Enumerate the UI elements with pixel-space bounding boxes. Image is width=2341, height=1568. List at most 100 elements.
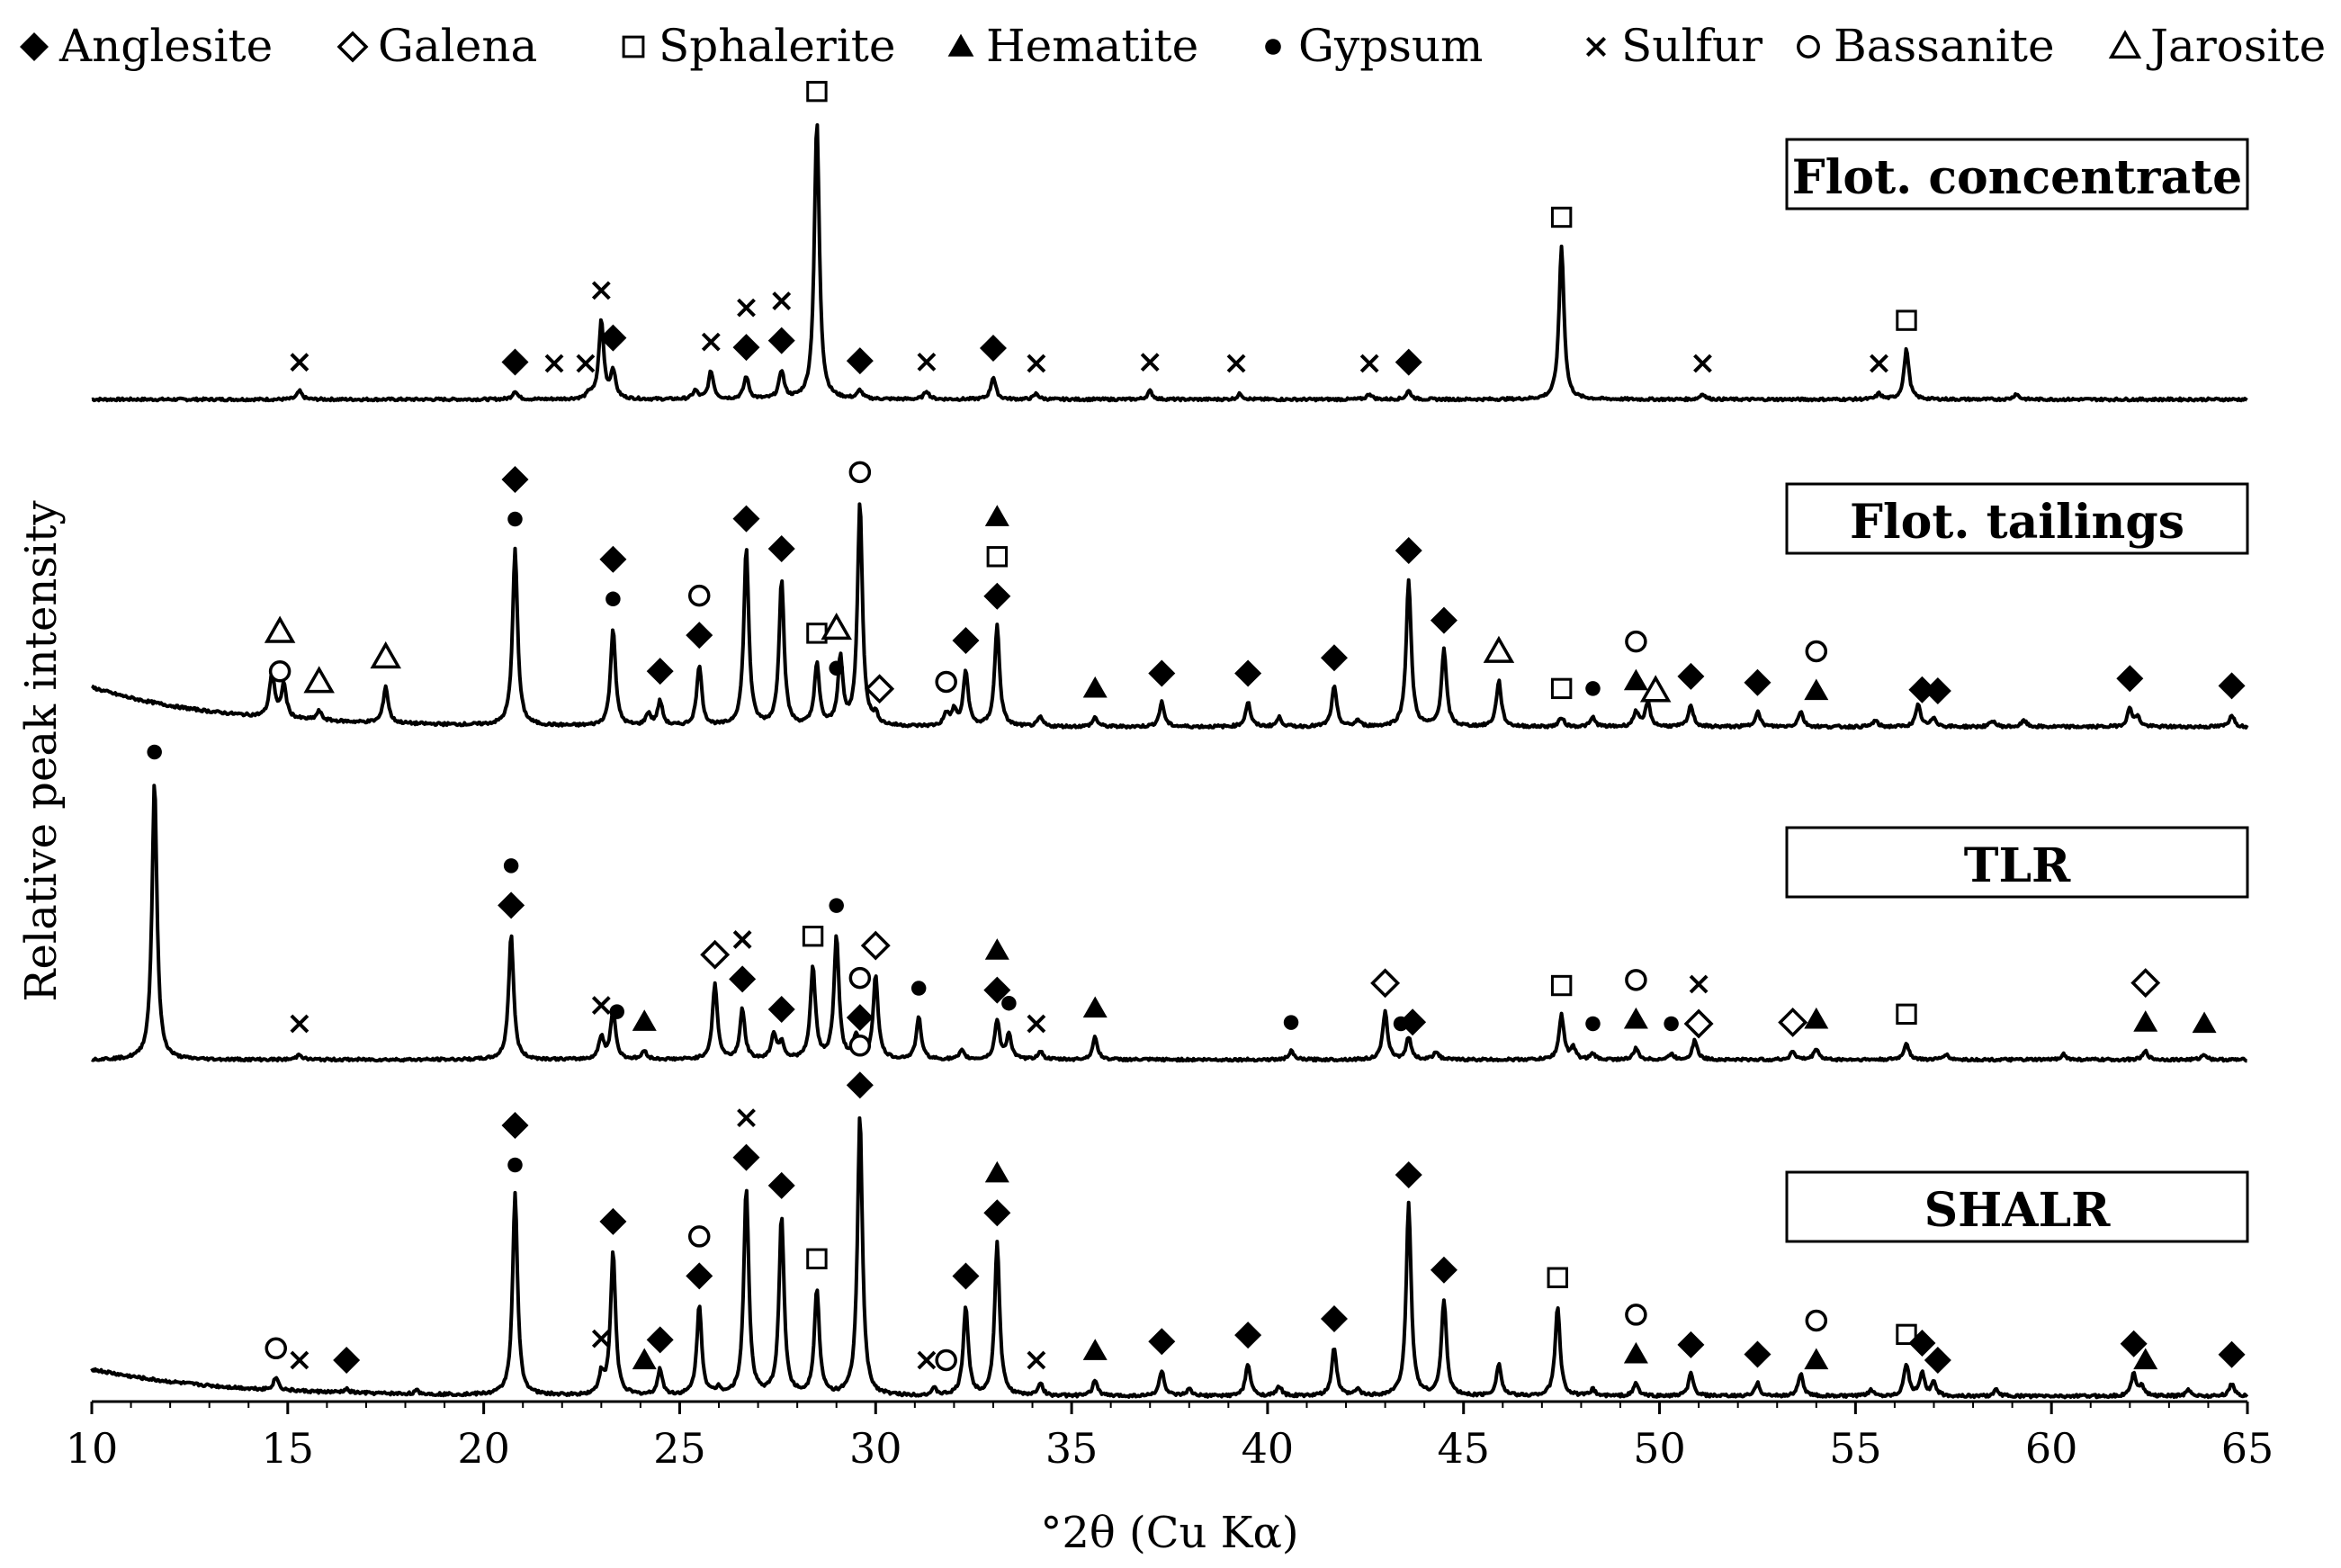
- marker-filled-triangle: [1804, 1348, 1829, 1370]
- marker-filled-circle: [507, 511, 523, 527]
- filled-diamond-icon: [1430, 606, 1458, 634]
- marker-open-circle: [1625, 630, 1647, 653]
- marker-filled-diamond: [1395, 1161, 1422, 1189]
- marker-open-circle: [268, 660, 292, 683]
- open-diamond-icon: [865, 674, 895, 704]
- marker-filled-diamond: [2218, 672, 2246, 700]
- filled-diamond-icon: [599, 545, 627, 573]
- filled-diamond-icon: [952, 627, 980, 655]
- marker-filled-circle: [829, 660, 844, 676]
- marker-open-diamond: [865, 674, 895, 704]
- filled-triangle-icon: [632, 1009, 657, 1031]
- marker-filled-circle: [1585, 681, 1601, 696]
- filled-circle-icon: [829, 660, 844, 676]
- marker-open-circle: [1625, 1304, 1647, 1326]
- series-label: SHALR: [1924, 1183, 2112, 1238]
- marker-open-circle: [1625, 969, 1647, 991]
- filled-diamond-icon: [1908, 676, 1936, 703]
- open-circle-icon: [1805, 1309, 1828, 1332]
- marker-filled-diamond: [498, 892, 525, 919]
- filled-diamond-icon: [1148, 659, 1176, 687]
- x-tick-label: 55: [1829, 1424, 1882, 1473]
- marker-filled-triangle: [632, 1348, 657, 1370]
- filled-diamond-icon: [1234, 1322, 1262, 1349]
- open-square-icon: [986, 546, 1009, 568]
- marker-cross: [591, 996, 611, 1015]
- cross-icon: [290, 1014, 309, 1034]
- filled-circle-icon: [1283, 1015, 1299, 1030]
- marker-filled-diamond: [2120, 1330, 2148, 1357]
- filled-diamond-icon: [1924, 1347, 1951, 1374]
- marker-filled-triangle: [1804, 678, 1829, 701]
- marker-filled-diamond: [1234, 659, 1262, 687]
- marker-open-diamond: [2130, 968, 2161, 999]
- trace-tlr: [91, 784, 2248, 1063]
- phase-markers: [147, 80, 2246, 1374]
- open-square-icon: [1550, 677, 1573, 700]
- marker-cross: [290, 1350, 309, 1370]
- filled-diamond-icon: [1234, 659, 1262, 687]
- cross-icon: [1689, 974, 1709, 994]
- marker-filled-diamond: [732, 334, 760, 362]
- filled-triangle-icon: [1082, 996, 1108, 1018]
- open-circle-icon: [687, 1225, 711, 1248]
- series-labels: Flot. concentrate Flot. tailings TLR SHALR: [1785, 138, 2249, 1243]
- filled-diamond-icon: [1744, 668, 1771, 696]
- marker-filled-diamond: [1924, 1347, 1951, 1374]
- marker-filled-diamond: [599, 1207, 627, 1235]
- marker-filled-diamond: [1924, 677, 1951, 704]
- cross-icon: [591, 996, 611, 1015]
- filled-diamond-icon: [599, 324, 627, 352]
- open-square-icon: [1896, 309, 1917, 331]
- filled-diamond-icon: [2120, 1330, 2148, 1357]
- marker-open-triangle: [821, 612, 852, 641]
- marker-cross: [732, 930, 752, 949]
- marker-filled-triangle: [984, 505, 1009, 526]
- marker-open-circle: [848, 966, 872, 990]
- marker-filled-diamond: [501, 348, 529, 376]
- marker-open-square: [1550, 206, 1573, 228]
- marker-filled-diamond: [1395, 348, 1422, 376]
- open-diamond-icon: [336, 31, 369, 63]
- cross-icon: [917, 352, 937, 372]
- marker-filled-diamond: [732, 1143, 760, 1171]
- filled-diamond-icon: [20, 32, 49, 61]
- legend-label: Galena: [378, 20, 537, 72]
- open-square-icon: [806, 1248, 828, 1269]
- marker-filled-triangle: [984, 1160, 1009, 1183]
- marker-filled-circle: [605, 591, 621, 607]
- legend-item-anglesite: Anglesite: [20, 20, 273, 72]
- marker-open-triangle: [303, 666, 335, 694]
- trace-shalr: [90, 1116, 2249, 1400]
- cross-icon: [290, 353, 309, 372]
- marker-filled-triangle: [1623, 1007, 1648, 1029]
- marker-open-circle: [265, 1337, 287, 1360]
- legend-label: Sphalerite: [659, 20, 895, 72]
- marker-filled-diamond: [767, 995, 795, 1023]
- markers-shalr: [265, 1035, 2246, 1374]
- marker-open-square: [806, 1248, 828, 1269]
- open-circle-icon: [935, 670, 957, 694]
- series-label: Flot. tailings: [1850, 495, 2184, 550]
- open-square-icon: [1547, 1267, 1568, 1288]
- filled-diamond-icon: [1399, 1008, 1427, 1036]
- filled-diamond-icon: [983, 976, 1011, 1004]
- filled-circle-icon: [1001, 995, 1017, 1011]
- x-axis-label: °2θ (Cu Kα): [1040, 1508, 1298, 1558]
- filled-diamond-icon: [686, 622, 713, 650]
- marker-filled-circle: [910, 981, 927, 996]
- cross-icon: [1693, 354, 1712, 373]
- marker-open-diamond: [860, 930, 891, 961]
- open-triangle-icon: [821, 612, 852, 641]
- filled-diamond-icon: [846, 1004, 874, 1032]
- marker-open-diamond: [1778, 1007, 1808, 1037]
- filled-diamond-icon: [2116, 665, 2144, 693]
- marker-open-triangle: [264, 615, 296, 643]
- filled-circle-icon: [1265, 39, 1281, 55]
- filled-diamond-icon: [1395, 1161, 1422, 1189]
- marker-filled-diamond: [846, 1004, 874, 1032]
- filled-diamond-icon: [732, 505, 760, 533]
- open-circle-icon: [1625, 630, 1647, 653]
- filled-triangle-icon: [984, 1160, 1009, 1183]
- marker-cross: [737, 1108, 756, 1128]
